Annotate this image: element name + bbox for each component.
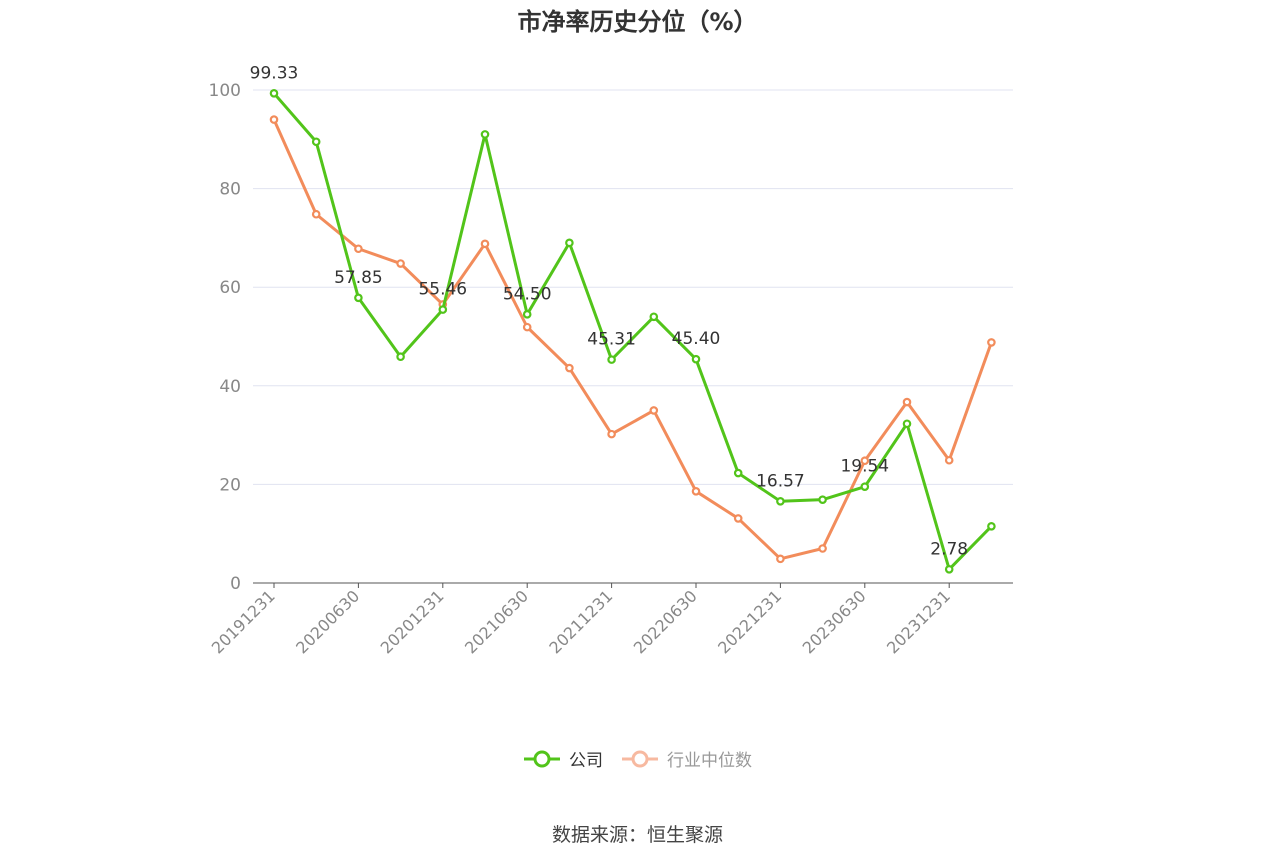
data-point[interactable]: [396, 352, 405, 362]
legend-item-company[interactable]: 公司: [523, 746, 603, 771]
y-tick-label: 0: [230, 574, 241, 594]
legend: 公司 行业中位数: [0, 746, 1275, 771]
data-label: 2.78: [930, 539, 968, 559]
data-label: 54.50: [503, 284, 552, 304]
data-point[interactable]: [649, 406, 659, 415]
data-point[interactable]: [987, 522, 996, 531]
x-axis: 20191231 20200630 20201231 20210630 20211231…: [208, 582, 1013, 657]
data-label: 16.57: [756, 471, 805, 491]
data-source: 数据来源：恒生聚源: [551, 824, 723, 846]
data-label: 19.54: [840, 457, 889, 477]
x-tick-label: 20211231: [545, 586, 616, 657]
y-tick-label: 80: [219, 180, 241, 200]
data-point[interactable]: [354, 293, 363, 303]
data-point[interactable]: [860, 482, 870, 491]
data-point[interactable]: [311, 137, 321, 147]
data-label: 99.33: [250, 63, 299, 83]
x-tick-label: 20210630: [461, 586, 532, 657]
x-tick-label: 20200630: [292, 586, 363, 657]
data-point[interactable]: [733, 514, 743, 523]
data-point[interactable]: [860, 456, 870, 466]
grid-lines: [253, 89, 1013, 485]
data-label: 45.40: [672, 329, 721, 349]
legend-label-industry-median: 行业中位数: [667, 751, 752, 771]
x-tick-label: 20201231: [377, 586, 448, 657]
data-point[interactable]: [396, 259, 405, 268]
legend-marker-company: [524, 750, 560, 767]
series-line-0: [272, 92, 993, 571]
x-tick-label: 20221231: [714, 586, 785, 657]
data-point[interactable]: [565, 238, 574, 248]
data-point[interactable]: [776, 554, 785, 564]
data-label: 45.31: [587, 330, 636, 350]
data-point[interactable]: [480, 130, 490, 139]
data-point[interactable]: [691, 354, 701, 364]
data-point[interactable]: [438, 305, 448, 314]
data-point[interactable]: [944, 564, 954, 574]
data-point[interactable]: [607, 355, 616, 364]
data-point[interactable]: [902, 397, 912, 407]
data-point[interactable]: [522, 310, 532, 319]
data-point[interactable]: [818, 495, 827, 504]
data-labels: 99.33 57.85 55.46 54.50 45.31 45.40 16.57 19.54…: [250, 63, 968, 559]
y-tick-label: 20: [219, 475, 241, 495]
data-point[interactable]: [987, 338, 996, 347]
data-label: 55.46: [418, 280, 467, 300]
data-point[interactable]: [776, 497, 785, 506]
x-tick-label: 20231231: [883, 586, 954, 657]
data-point[interactable]: [944, 455, 954, 465]
data-point[interactable]: [354, 244, 363, 254]
series-line-1: [272, 118, 993, 561]
x-tick-label: 20230630: [799, 586, 870, 657]
data-point[interactable]: [902, 419, 912, 429]
data-point[interactable]: [733, 468, 743, 478]
series-layer: [269, 89, 996, 574]
data-point[interactable]: [269, 89, 279, 98]
data-point[interactable]: [522, 322, 532, 332]
y-tick-label: 100: [209, 81, 241, 101]
data-point[interactable]: [818, 544, 827, 553]
data-point[interactable]: [607, 429, 616, 439]
legend-item-industry-median[interactable]: 行业中位数: [621, 746, 752, 771]
legend-label-company: 公司: [569, 751, 603, 771]
x-tick-label: 20191231: [208, 586, 279, 657]
legend-marker-industry-median: [622, 750, 658, 767]
y-axis: 0 20 40 60 80 100: [209, 81, 241, 594]
chart-title: 市净率历史分位（%）: [517, 8, 758, 36]
data-point[interactable]: [480, 239, 490, 249]
y-tick-label: 40: [219, 377, 241, 397]
data-point[interactable]: [269, 115, 279, 124]
y-tick-label: 60: [219, 278, 241, 298]
data-point[interactable]: [565, 363, 574, 373]
data-point[interactable]: [691, 487, 701, 496]
x-tick-label: 20220630: [630, 586, 701, 657]
data-label: 57.85: [334, 268, 383, 288]
data-point[interactable]: [649, 312, 659, 322]
data-point[interactable]: [311, 209, 321, 219]
